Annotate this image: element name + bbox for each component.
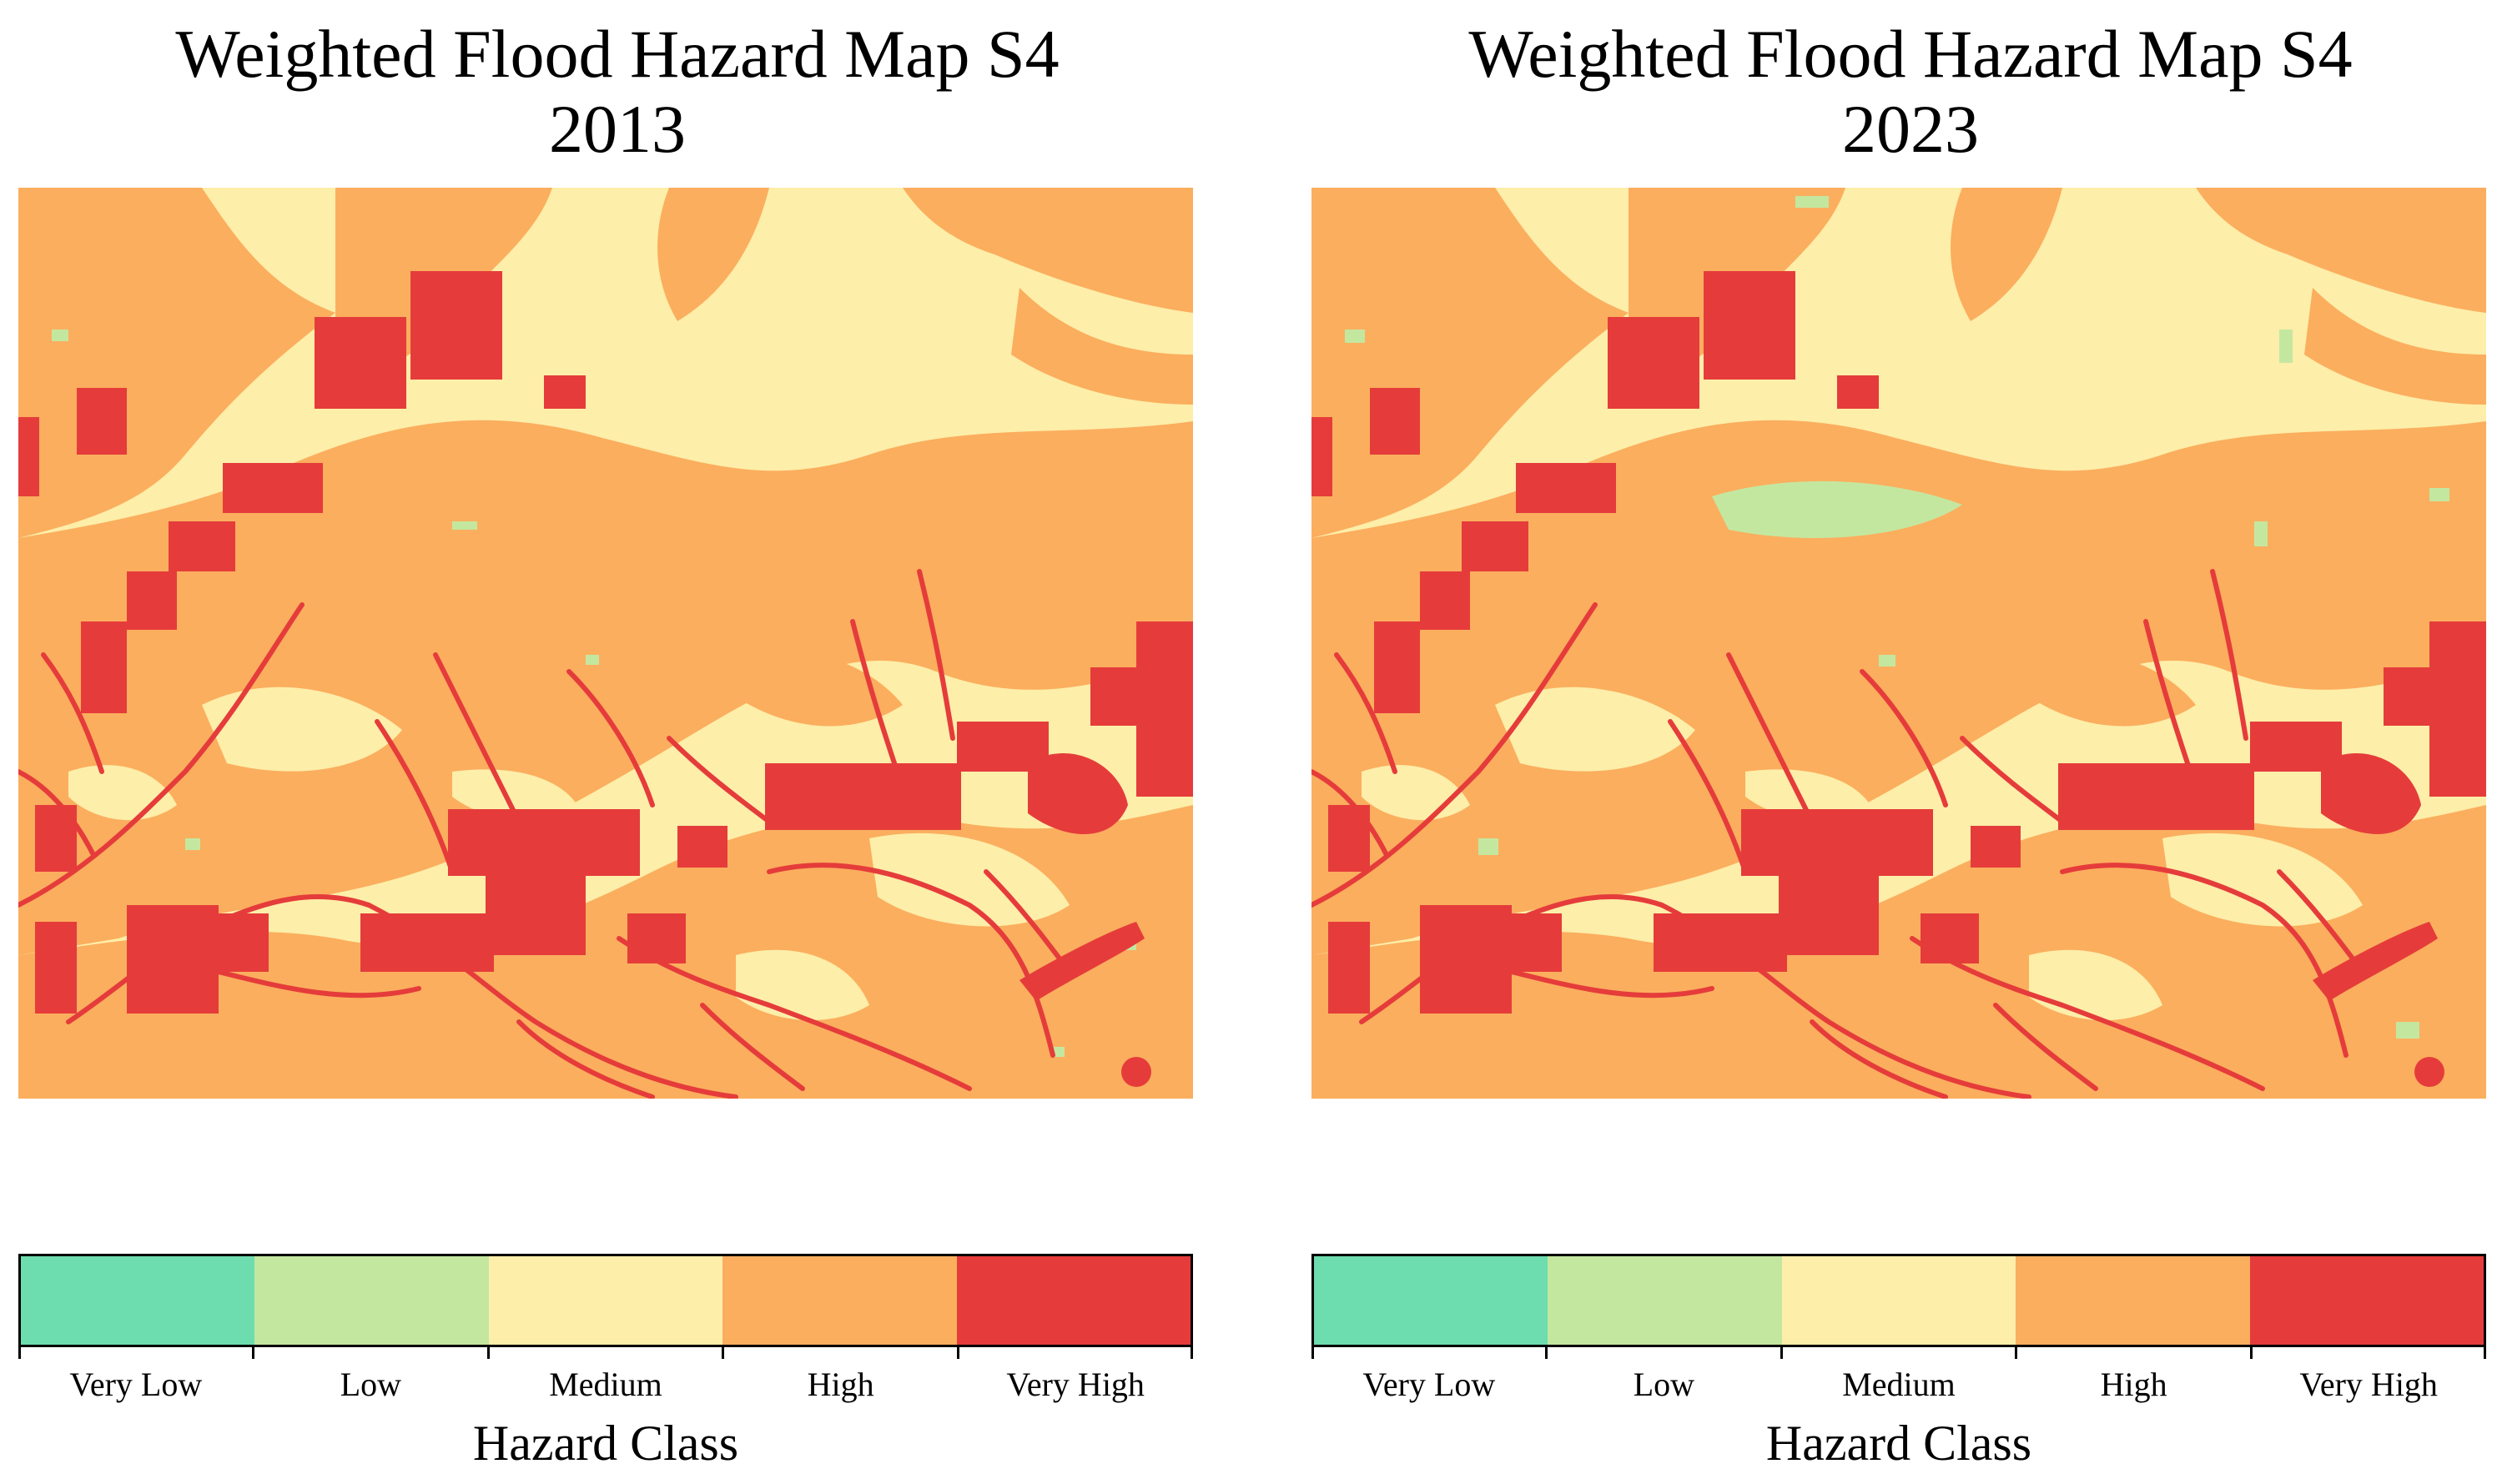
colorbar-very-low <box>21 1256 255 1345</box>
colorbar-high <box>722 1256 957 1345</box>
colorbar-labels: Very Low Low Medium High Very High <box>1311 1364 2486 1406</box>
tick <box>722 1347 724 1359</box>
colorbar-low <box>1548 1256 1782 1345</box>
colorbar-very-high <box>2249 1256 2484 1345</box>
colorbar-high <box>2016 1256 2250 1345</box>
tick <box>252 1347 254 1359</box>
medium-hazard-pockets <box>68 687 1070 1021</box>
tick <box>1311 1347 1314 1359</box>
map-title: Weighted Flood Hazard Map S4 2013 <box>0 17 1235 167</box>
hazard-map-2023 <box>1311 188 2486 1099</box>
colorbar-label-high: High <box>2100 1366 2167 1403</box>
map-title-year: 2023 <box>1842 91 1979 167</box>
river-network <box>18 569 1072 1099</box>
tick <box>957 1347 959 1359</box>
colorbar-low <box>254 1256 489 1345</box>
tick <box>2250 1347 2253 1359</box>
hazard-map-2013 <box>18 188 1193 1099</box>
colorbar-label-high: High <box>807 1366 874 1403</box>
colorbar-title: Hazard Class <box>1765 1416 2032 1471</box>
tick <box>1780 1347 1783 1359</box>
colorbar-medium <box>1781 1256 2016 1345</box>
tick <box>18 1347 21 1359</box>
map-title: Weighted Flood Hazard Map S4 2023 <box>1293 17 2502 167</box>
map-panel-2023: Weighted Flood Hazard Map S4 2023 <box>1293 0 2502 1484</box>
tick <box>1191 1347 1193 1359</box>
map-title-line1: Weighted Flood Hazard Map S4 <box>175 16 1060 92</box>
colorbar-label-low: Low <box>1633 1366 1695 1403</box>
river-network <box>1311 569 2365 1099</box>
tick <box>2484 1347 2486 1359</box>
colorbar-label-low: Low <box>340 1366 402 1403</box>
hazard-colorbar <box>18 1254 1193 1347</box>
low-hazard-patches <box>1345 196 2449 1039</box>
colorbar-labels: Very Low Low Medium High Very High <box>18 1364 1193 1406</box>
tick <box>2015 1347 2017 1359</box>
tick <box>1545 1347 1548 1359</box>
colorbar-label-medium: Medium <box>549 1366 662 1403</box>
very-high-hazard-blocks <box>18 271 1193 1087</box>
colorbar-very-high <box>956 1256 1191 1345</box>
very-high-hazard-blocks <box>1311 271 2486 1087</box>
medium-hazard-pockets <box>1362 687 2363 1021</box>
colorbar-title: Hazard Class <box>472 1416 739 1471</box>
colorbar-label-very-low: Very Low <box>1362 1366 1496 1403</box>
colorbar-label-very-low: Very Low <box>69 1366 203 1403</box>
colorbar-ticks <box>1311 1347 2486 1361</box>
tick <box>487 1347 490 1359</box>
colorbar-very-low <box>1314 1256 1548 1345</box>
map-panel-2013: Weighted Flood Hazard Map S4 2013 <box>0 0 1235 1484</box>
colorbar-label-very-high: Very High <box>2299 1366 2438 1403</box>
colorbar-label-medium: Medium <box>1842 1366 1956 1403</box>
map-title-line1: Weighted Flood Hazard Map S4 <box>1468 16 2353 92</box>
map-title-year: 2013 <box>549 91 686 167</box>
colorbar-ticks <box>18 1347 1193 1361</box>
colorbar-label-very-high: Very High <box>1006 1366 1145 1403</box>
hazard-colorbar <box>1311 1254 2486 1347</box>
colorbar-medium <box>488 1256 723 1345</box>
